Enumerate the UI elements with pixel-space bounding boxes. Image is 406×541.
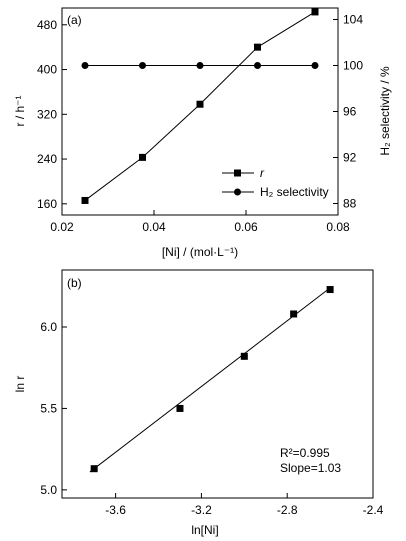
series-selectivity-point	[254, 62, 261, 69]
right-y-tick-label: 100	[343, 59, 363, 73]
panel-b-series	[89, 286, 334, 473]
left-y-tick-label: 240	[37, 152, 57, 166]
right-y-tick-label: 88	[343, 197, 357, 211]
y-tick-label: 5.0	[40, 483, 57, 497]
panel-a-right-y-ticks: 88 92 96 100 104	[333, 13, 363, 211]
panel-b-label: (b)	[67, 276, 82, 290]
right-y-tick-label: 92	[343, 151, 357, 165]
legend-selectivity-label: H₂ selectivity	[260, 185, 329, 199]
panel-a-legend: r H₂ selectivity	[222, 166, 329, 199]
panel-a-left-y-axis-label: r / h⁻¹	[13, 95, 27, 126]
y-tick-label: 6.0	[40, 320, 57, 334]
series-r-point	[196, 100, 204, 108]
panel-b-y-ticks: 5.0 5.5 6.0	[40, 320, 67, 497]
x-tick-label: -2.4	[363, 503, 384, 517]
series-r-point	[81, 196, 89, 204]
legend-r-marker	[234, 169, 241, 177]
panel-a: (a) 0.02 0.04 0.06 0.08 160 240 320 400 480 88 9…	[13, 7, 392, 259]
series-selectivity-point	[81, 62, 89, 69]
panel-a-frame	[61, 7, 339, 216]
panel-a-right-y-axis-label: H₂ selectivity / %	[378, 66, 392, 156]
right-y-tick-label: 96	[343, 105, 357, 119]
x-tick-label: 0.04	[142, 220, 166, 234]
legend-selectivity-marker	[234, 188, 241, 196]
panel-b-x-ticks: -3.6 -3.2 -2.8 -2.4	[105, 493, 384, 517]
panel-b-x-axis-label: ln[Ni]	[191, 523, 218, 537]
panel-b-y-axis-label: ln r	[13, 376, 27, 393]
right-y-tick-label: 104	[343, 13, 363, 27]
y-tick-label: 5.5	[40, 401, 57, 415]
left-y-tick-label: 400	[37, 63, 57, 77]
series-selectivity-point	[196, 62, 204, 69]
x-tick-label: -3.6	[105, 503, 126, 517]
series-selectivity-point	[311, 62, 319, 69]
panel-b-annotation-r2: R²=0.995	[280, 446, 330, 460]
panel-b-frame	[61, 269, 374, 499]
x-tick-label: 0.02	[50, 220, 74, 234]
panel-a-label: (a)	[67, 13, 82, 27]
panel-b-annotation-slope: Slope=1.03	[280, 461, 341, 475]
x-tick-label: 0.06	[234, 220, 258, 234]
data-point	[290, 310, 298, 318]
x-tick-label: 0.08	[326, 220, 350, 234]
left-y-tick-label: 160	[37, 197, 57, 211]
x-tick-label: -3.2	[191, 503, 212, 517]
left-y-tick-label: 480	[37, 18, 57, 32]
panel-a-series	[81, 8, 319, 204]
data-point	[176, 404, 184, 412]
fit-line	[89, 287, 331, 473]
panel-a-x-axis-label: [Ni] / (mol·L⁻¹)	[162, 245, 238, 259]
series-r-point	[311, 8, 319, 16]
panel-a-left-y-ticks: 160 240 320 400 480	[37, 18, 67, 211]
data-point	[326, 286, 334, 294]
panel-b: (b) -3.6 -3.2 -2.8 -2.4 5.0 5.5 6.0 ln[Ni] ln…	[13, 269, 384, 537]
panel-a-x-ticks: 0.02 0.04 0.06 0.08	[50, 210, 350, 234]
series-r-point	[254, 43, 261, 51]
legend-r-label: r	[260, 166, 265, 180]
series-selectivity-point	[139, 62, 146, 69]
left-y-tick-label: 320	[37, 107, 57, 121]
data-point	[90, 465, 98, 473]
data-point	[240, 352, 248, 360]
x-tick-label: -2.8	[277, 503, 298, 517]
series-r-point	[139, 153, 146, 161]
